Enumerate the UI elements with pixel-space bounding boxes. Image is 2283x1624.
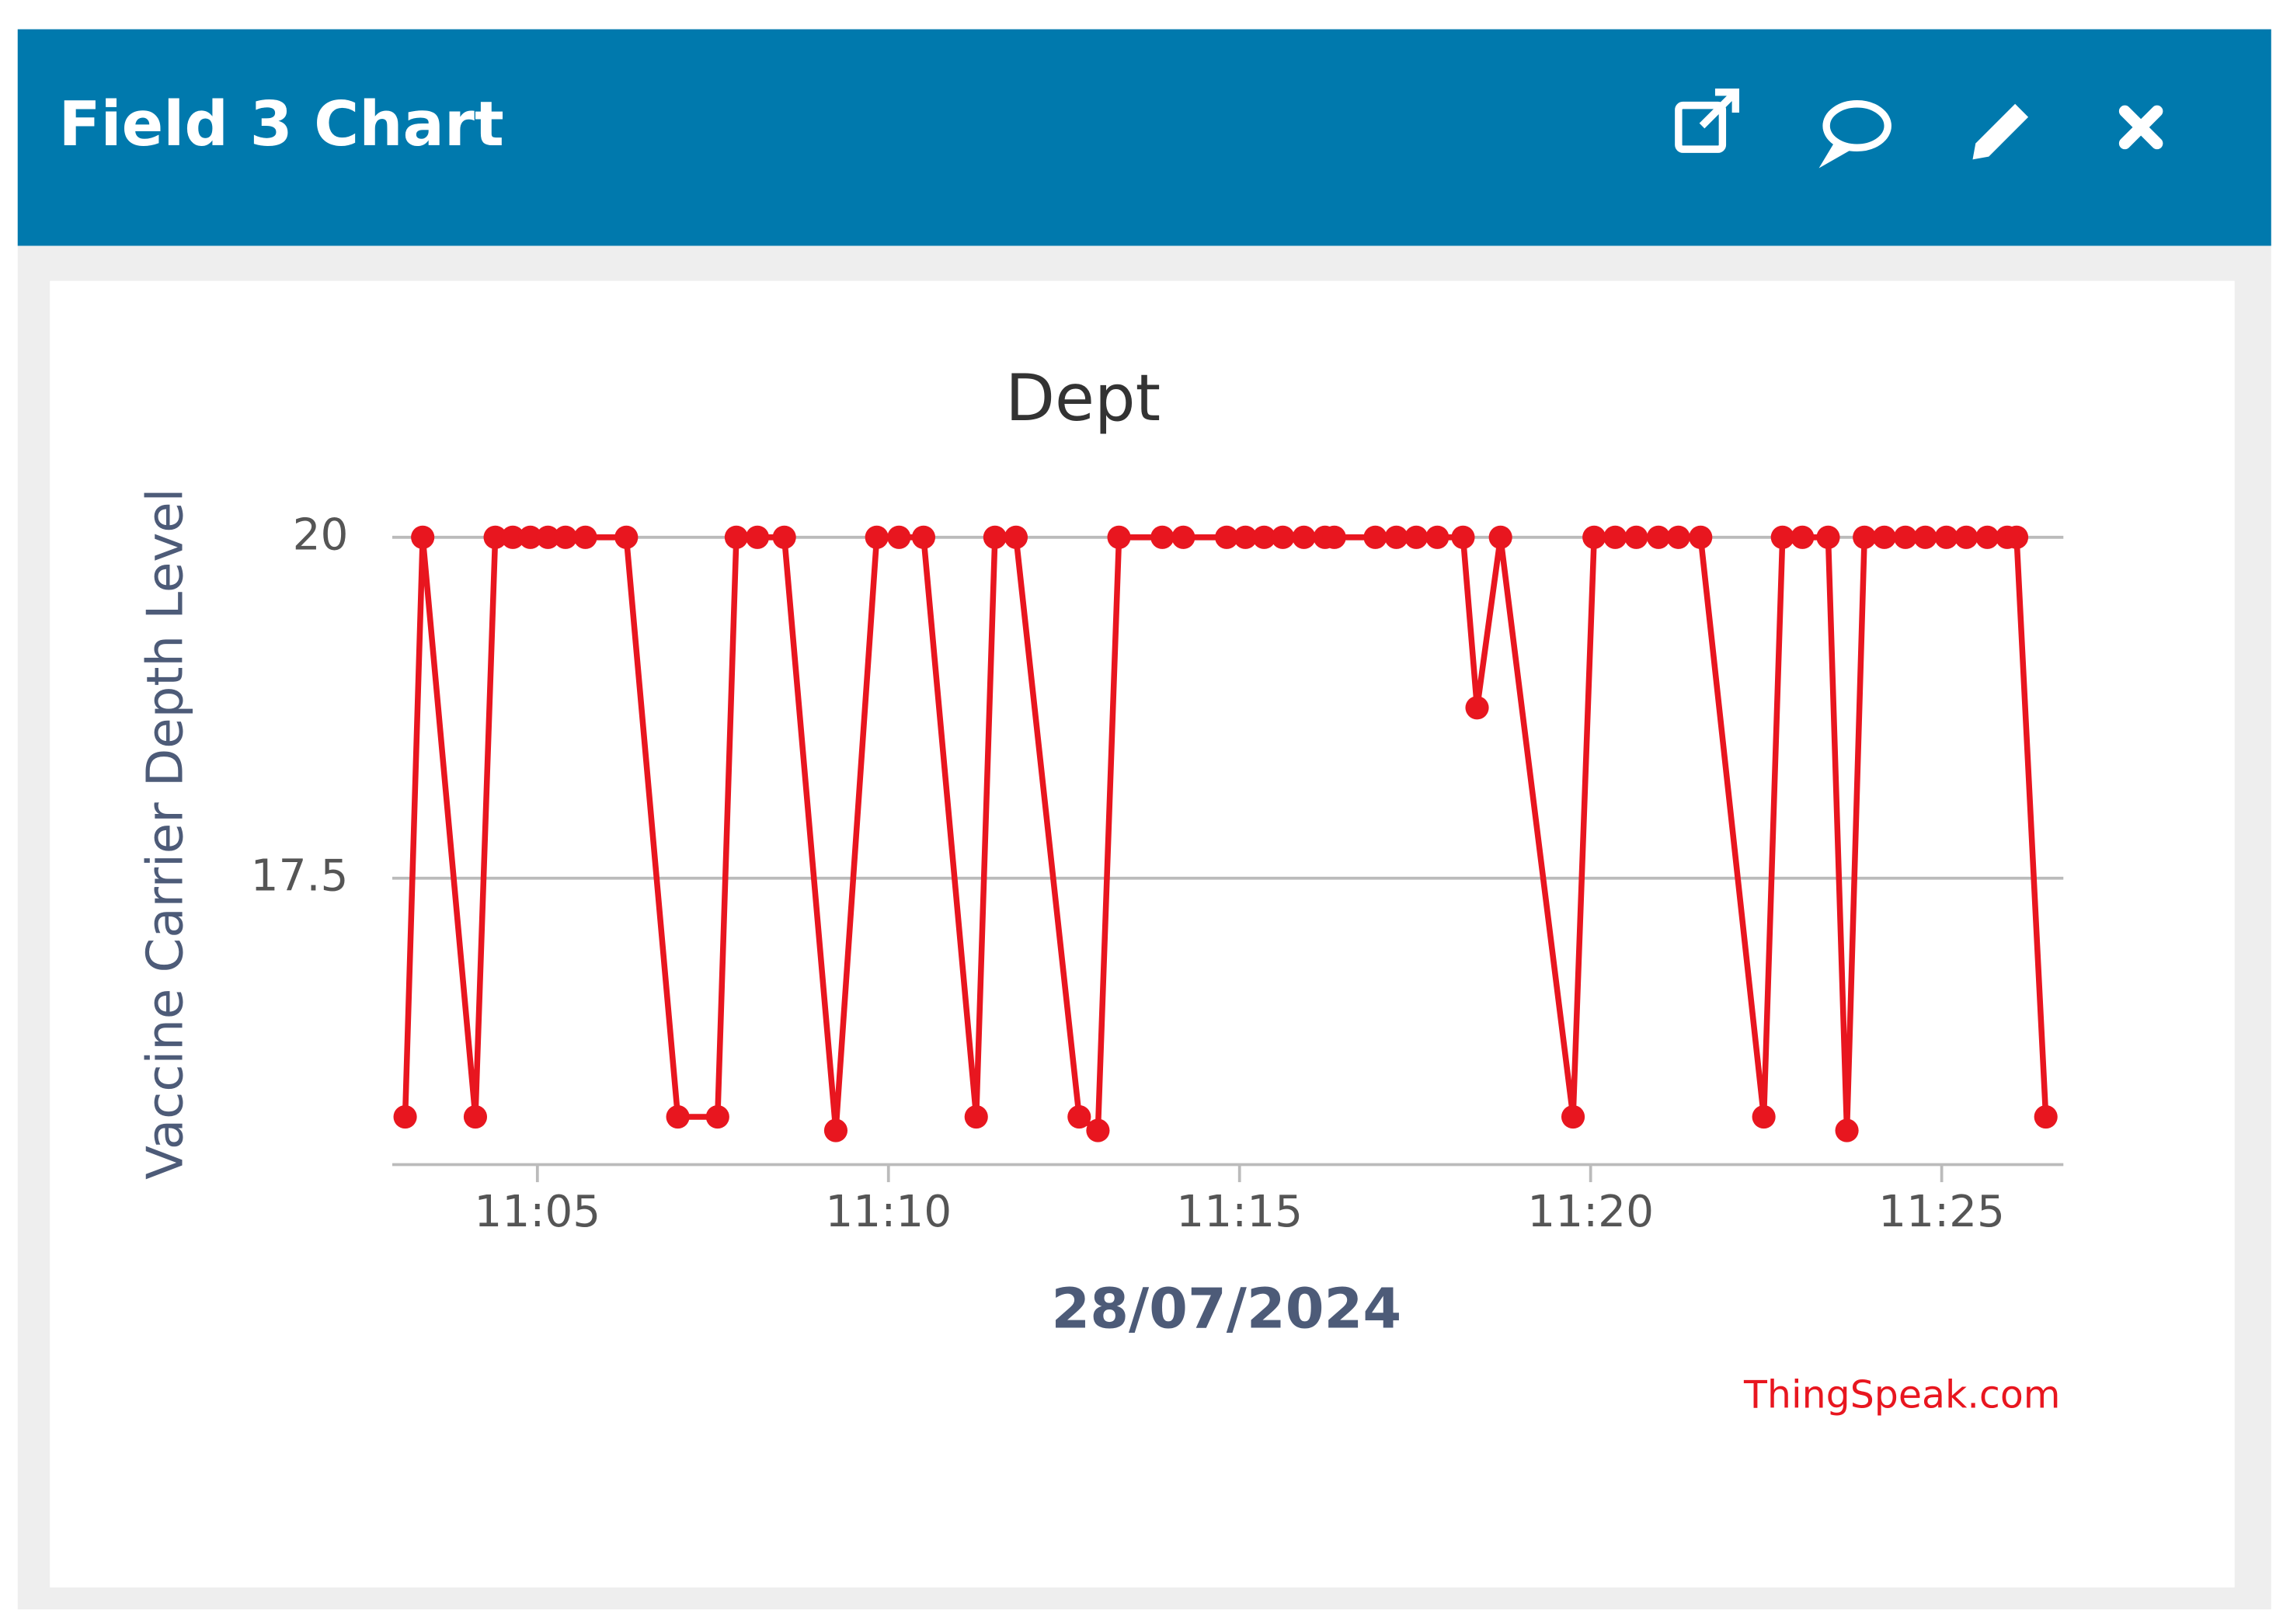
data-point <box>1004 525 1028 549</box>
x-tick-label: 11:25 <box>1878 1187 2005 1237</box>
data-point <box>1067 1104 1091 1129</box>
panel-body <box>50 280 2235 1587</box>
y-tick-label: 20 <box>293 509 349 560</box>
data-point <box>1384 525 1408 549</box>
data-point <box>1975 525 1999 549</box>
data-point <box>1582 525 1606 549</box>
x-tick-label: 11:20 <box>1527 1187 1654 1237</box>
edit-icon[interactable] <box>1972 103 2029 160</box>
data-point <box>1913 525 1937 549</box>
comment-icon[interactable] <box>1818 100 1891 169</box>
header-title: Field 3 Chart <box>58 89 503 160</box>
data-point <box>1835 1118 1859 1142</box>
data-point <box>614 525 639 549</box>
data-point <box>1561 1104 1585 1129</box>
y-tick-label: 17.5 <box>251 850 349 901</box>
chart-title: Dept <box>1005 360 1161 436</box>
y-axis-label: Vaccine Carrier Depth Level <box>137 489 194 1180</box>
data-point <box>1853 525 1877 549</box>
data-point <box>1954 525 1978 549</box>
data-point <box>911 525 936 549</box>
close-icon[interactable] <box>2118 105 2163 150</box>
data-point <box>724 525 748 549</box>
data-point <box>772 525 796 549</box>
data-point <box>1271 525 1295 549</box>
data-point <box>1488 525 1512 549</box>
data-point <box>2004 525 2029 549</box>
data-point <box>1451 525 1475 549</box>
data-point <box>463 1104 488 1129</box>
data-point <box>1624 525 1648 549</box>
data-point <box>964 1104 988 1129</box>
data-point <box>1252 525 1276 549</box>
x-tick-label: 11:15 <box>1176 1187 1303 1237</box>
data-point <box>1465 696 1489 720</box>
data-point <box>1363 525 1387 549</box>
data-point <box>411 525 435 549</box>
data-point <box>887 525 911 549</box>
data-point <box>1171 525 1195 549</box>
data-point <box>1322 525 1346 549</box>
data-point <box>1646 525 1671 549</box>
data-point <box>1666 525 1690 549</box>
data-point <box>1086 1118 1110 1142</box>
data-point <box>1752 1104 1776 1129</box>
header-bar <box>17 29 2271 246</box>
data-point <box>705 1104 729 1129</box>
x-tick-label: 11:10 <box>825 1187 952 1237</box>
data-point <box>536 525 560 549</box>
data-point <box>1150 525 1175 549</box>
data-point <box>1404 525 1429 549</box>
credit[interactable]: ThingSpeak.com <box>1743 1373 2060 1417</box>
data-point <box>1872 525 1896 549</box>
data-point <box>1215 525 1239 549</box>
data-point <box>666 1104 690 1129</box>
data-point <box>1689 525 1713 549</box>
data-point <box>983 525 1007 549</box>
data-point <box>1934 525 1958 549</box>
x-tick-label: 11:05 <box>474 1187 600 1237</box>
data-point <box>1893 525 1917 549</box>
data-point <box>1770 525 1794 549</box>
data-point <box>865 525 889 549</box>
data-point <box>1603 525 1627 549</box>
data-point <box>1292 525 1316 549</box>
data-point <box>553 525 578 549</box>
data-point <box>501 525 525 549</box>
data-point <box>518 525 542 549</box>
data-point <box>1816 525 1840 549</box>
data-point <box>745 525 770 549</box>
data-point <box>1791 525 1815 549</box>
data-point <box>483 525 507 549</box>
open-icon[interactable] <box>1675 88 1740 153</box>
data-point <box>573 525 597 549</box>
data-point <box>823 1118 848 1142</box>
data-point <box>2034 1104 2058 1129</box>
x-axis-label: 28/07/2024 <box>1051 1276 1401 1341</box>
data-point <box>1234 525 1258 549</box>
data-point <box>393 1104 417 1129</box>
data-point <box>1425 525 1449 549</box>
data-point <box>1107 525 1131 549</box>
